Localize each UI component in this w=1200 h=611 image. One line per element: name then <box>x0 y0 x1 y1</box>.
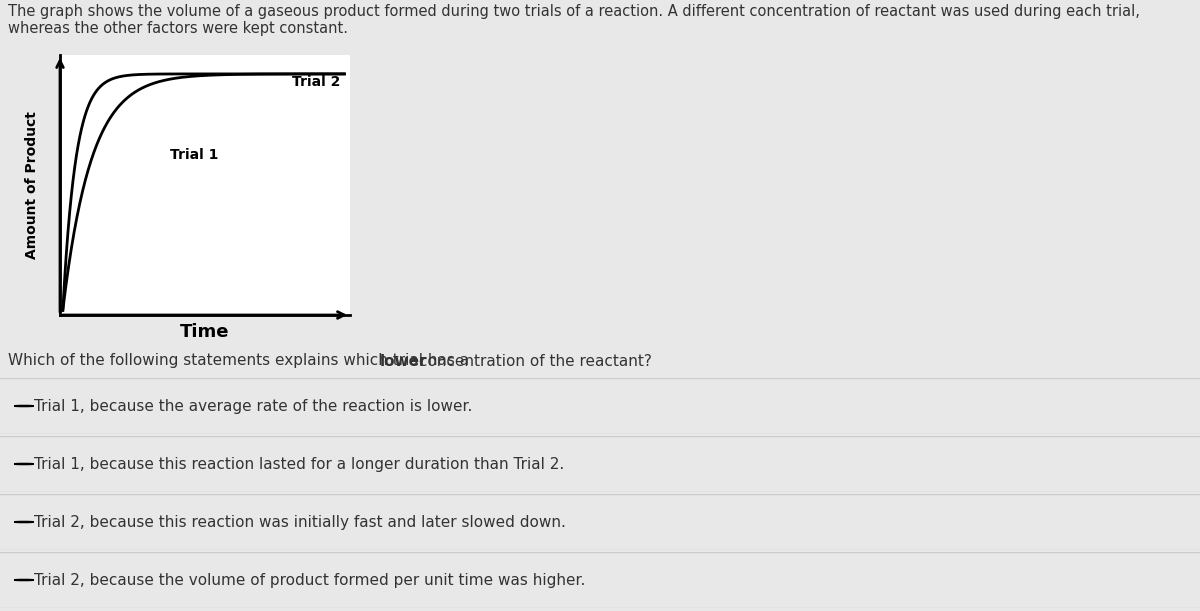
Text: Time: Time <box>180 323 229 341</box>
Text: Trial 2: Trial 2 <box>292 75 341 89</box>
Text: Trial 2, because the volume of product formed per unit time was higher.: Trial 2, because the volume of product f… <box>34 573 584 588</box>
Text: Trial 1, because the average rate of the reaction is lower.: Trial 1, because the average rate of the… <box>34 398 472 414</box>
Text: concentration of the reactant?: concentration of the reactant? <box>414 354 652 368</box>
Text: Trial 1: Trial 1 <box>170 148 218 162</box>
Text: Which of the following statements explains which trial has a: Which of the following statements explai… <box>8 354 474 368</box>
Text: Amount of Product: Amount of Product <box>25 111 40 259</box>
Text: lower: lower <box>380 354 427 368</box>
Text: The graph shows the volume of a gaseous product formed during two trials of a re: The graph shows the volume of a gaseous … <box>8 4 1140 37</box>
Text: Trial 2, because this reaction was initially fast and later slowed down.: Trial 2, because this reaction was initi… <box>34 514 565 530</box>
Text: Trial 1, because this reaction lasted for a longer duration than Trial 2.: Trial 1, because this reaction lasted fo… <box>34 456 564 472</box>
